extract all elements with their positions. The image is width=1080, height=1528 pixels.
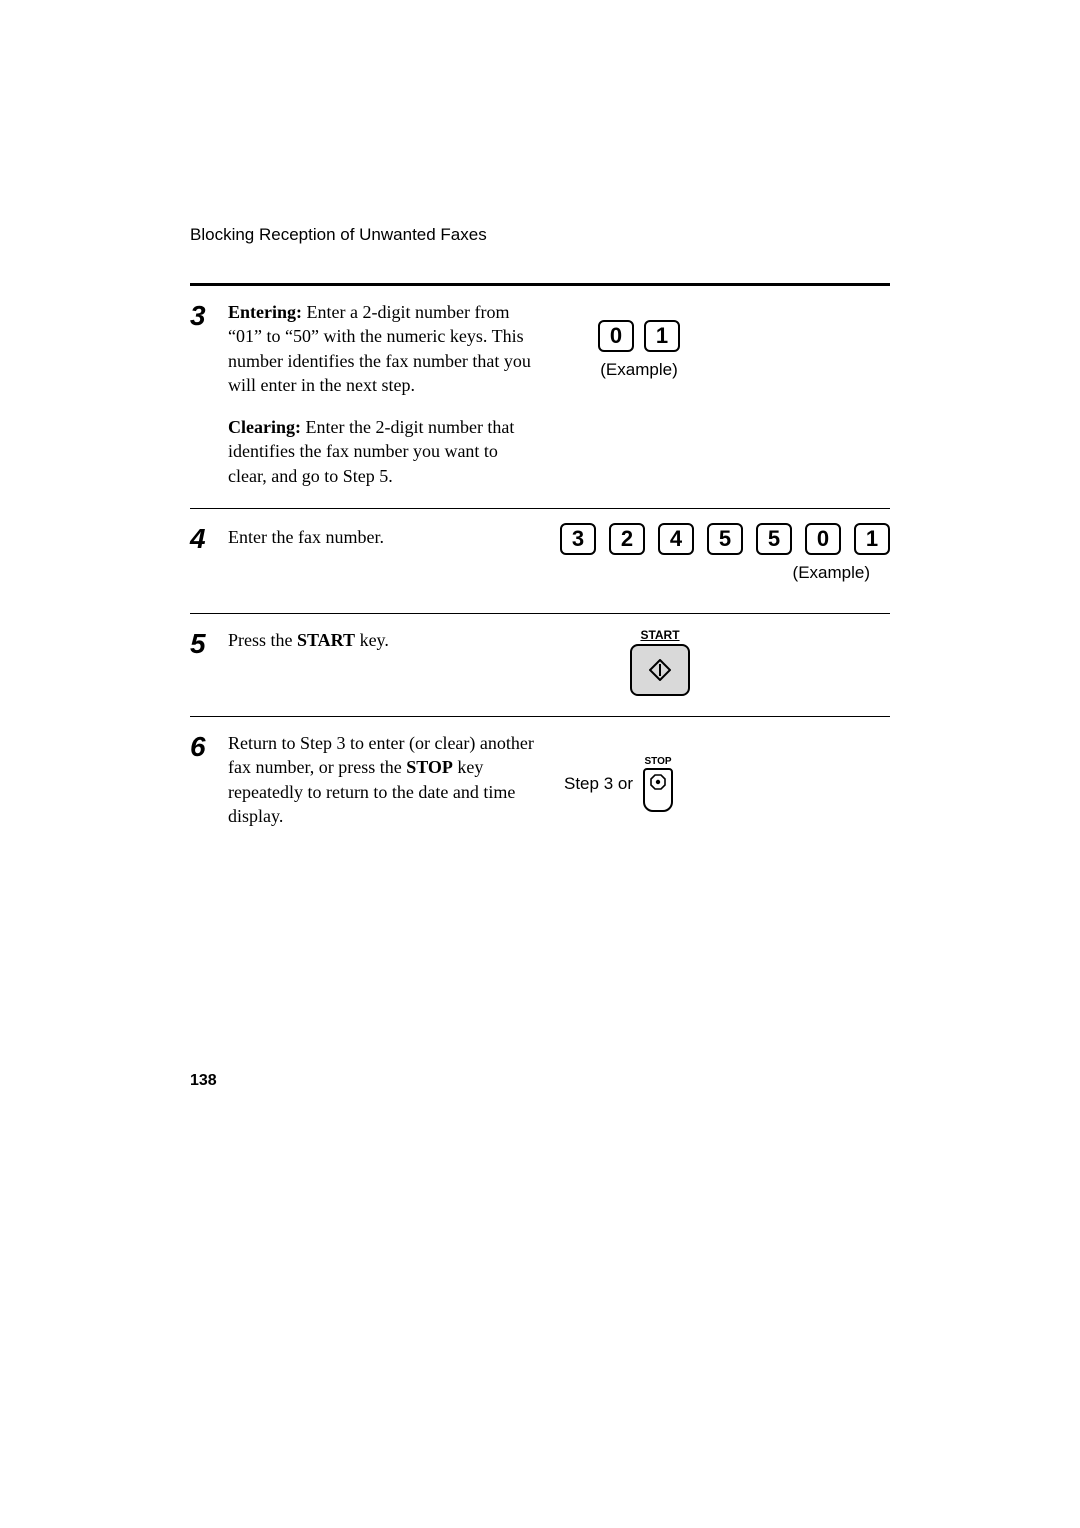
keycap-1: 1 (854, 523, 890, 555)
text-post: key. (355, 630, 389, 650)
keycap-3: 3 (560, 523, 596, 555)
keycap-0: 0 (598, 320, 634, 352)
step3-or-text: Step 3 or (564, 774, 633, 794)
stop-icon (650, 774, 666, 790)
keycap-0: 0 (805, 523, 841, 555)
step-text: Entering: Enter a 2-digit number from “0… (228, 300, 538, 488)
entering-label: Entering: (228, 302, 302, 322)
stop-label: STOP (644, 756, 671, 767)
example-caption: (Example) (600, 360, 677, 380)
step-3: 3 Entering: Enter a 2-digit number from … (190, 286, 890, 508)
keycap-5a: 5 (707, 523, 743, 555)
step-illustration: 3 2 4 5 5 0 1 (Example) (424, 523, 890, 583)
step-body: Enter the fax number. 3 2 4 5 5 0 1 (Exa… (228, 523, 890, 583)
step-6: 6 Return to Step 3 to enter (or clear) a… (190, 717, 890, 848)
step-4: 4 Enter the fax number. 3 2 4 5 5 0 1 (E… (190, 509, 890, 613)
start-button-graphic (630, 644, 690, 696)
page-number: 138 (190, 1072, 217, 1090)
keycap-1: 1 (644, 320, 680, 352)
step-5: 5 Press the START key. START (190, 614, 890, 716)
step-number: 6 (190, 731, 228, 761)
step-number: 4 (190, 523, 228, 553)
clearing-paragraph: Clearing: Enter the 2-digit number that … (228, 415, 538, 488)
step-text: Press the START key. (228, 628, 568, 696)
key-row: 3 2 4 5 5 0 1 (560, 523, 890, 555)
start-icon (649, 659, 671, 681)
keycap-5b: 5 (756, 523, 792, 555)
step-body: Press the START key. START (228, 628, 890, 696)
stop-button-graphic (643, 768, 673, 812)
start-label: START (640, 628, 679, 642)
entering-paragraph: Entering: Enter a 2-digit number from “0… (228, 300, 538, 397)
page-content: Blocking Reception of Unwanted Faxes 3 E… (190, 225, 890, 848)
clearing-label: Clearing: (228, 417, 301, 437)
text-bold: STOP (406, 757, 453, 777)
step-number: 5 (190, 628, 228, 658)
stop-key: STOP (643, 756, 673, 812)
step-illustration: 0 1 (Example) (598, 300, 680, 488)
text-pre: Return to Step 3 to enter (or clear) ano… (228, 733, 534, 777)
section-header: Blocking Reception of Unwanted Faxes (190, 225, 890, 245)
start-key: START (630, 628, 690, 696)
example-caption: (Example) (793, 563, 870, 583)
step-illustration: START (630, 628, 690, 696)
step-illustration: Step 3 or STOP (564, 731, 673, 828)
step-text: Return to Step 3 to enter (or clear) ano… (228, 731, 548, 828)
key-row: 0 1 (598, 320, 680, 352)
keycap-2: 2 (609, 523, 645, 555)
step-body: Return to Step 3 to enter (or clear) ano… (228, 731, 890, 828)
text-pre: Press the (228, 630, 297, 650)
step-text: Enter the fax number. (228, 523, 408, 549)
step-number: 3 (190, 300, 228, 330)
step-body: Entering: Enter a 2-digit number from “0… (228, 300, 890, 488)
keycap-4: 4 (658, 523, 694, 555)
text-bold: START (297, 630, 355, 650)
